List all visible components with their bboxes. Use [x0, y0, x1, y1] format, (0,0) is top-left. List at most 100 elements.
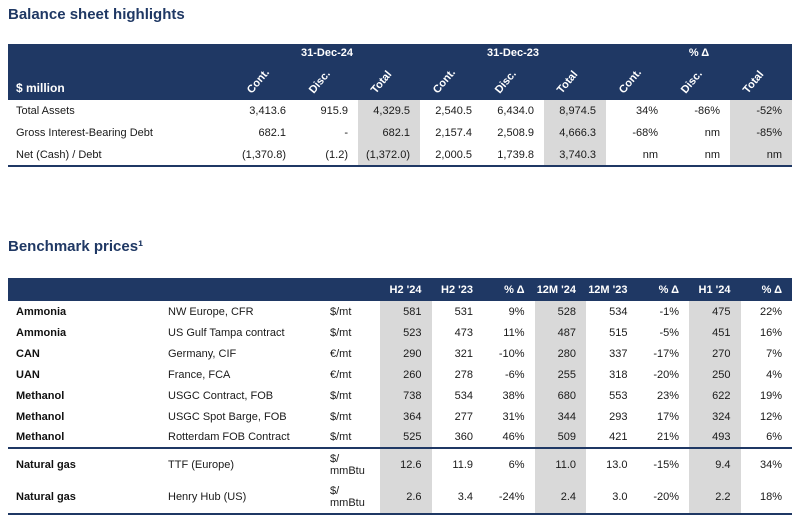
- bp-cell: -5%: [659, 326, 679, 339]
- bp-cell: 270: [689, 343, 741, 364]
- bp-cell: 525: [380, 427, 432, 448]
- bs-subheader-label: Cont.: [244, 66, 273, 96]
- bp-cell: 475: [689, 301, 741, 322]
- bp-header-cell: H1 '24: [689, 278, 741, 301]
- bp-cell: 622: [689, 385, 741, 406]
- bs-subheader-label: Total: [368, 68, 395, 96]
- bp-cell: 38%: [502, 389, 525, 402]
- bs-subheader-label: Cont.: [616, 66, 645, 96]
- bs-subheader-label: Disc.: [492, 68, 519, 96]
- bs-subheader-label: Disc.: [306, 68, 333, 96]
- bp-cell: 534: [454, 389, 473, 402]
- bp-market: USGC Contract, FOB: [168, 389, 274, 402]
- bp-cell: 13.0: [586, 447, 638, 481]
- bp-header-cell: 12M '24: [534, 278, 586, 301]
- bs-subheader-cell: Total: [544, 62, 606, 100]
- bp-cell: 318: [609, 368, 628, 381]
- bs-subheader-cell: Total: [358, 62, 420, 100]
- bs-cell: 2,508.9: [497, 127, 534, 139]
- bp-cell: 2.2: [689, 481, 741, 515]
- bs-subheader-label: Total: [554, 68, 581, 96]
- bp-row: Ammonia US Gulf Tampa contract $/mt 523 …: [8, 322, 792, 343]
- bp-cell: 9.4: [689, 447, 741, 481]
- bs-cell: 3,413.6: [249, 105, 286, 117]
- bp-unit: $/mt: [330, 431, 352, 443]
- bp-cell: 3.0: [586, 481, 638, 515]
- bp-unit: $/ mmBtu: [330, 481, 380, 515]
- bp-cell: 6%: [483, 447, 535, 481]
- bs-cell: (1.2): [296, 144, 358, 167]
- bp-cell: 21%: [656, 431, 679, 443]
- bp-cell: 321: [454, 347, 473, 360]
- bs-cell: 915.9: [320, 105, 348, 117]
- bs-cell: 682.1: [258, 127, 286, 139]
- bp-cell: 509: [534, 427, 586, 448]
- bp-row: Methanol USGC Contract, FOB $/mt 738 534…: [8, 385, 792, 406]
- bp-cell: 9%: [508, 305, 525, 318]
- bs-cell: -: [344, 127, 348, 139]
- bs-subheader-cell: Disc.: [482, 62, 544, 100]
- bp-header-cell: % Δ: [483, 278, 535, 301]
- bs-cell: 4,666.3: [544, 122, 606, 144]
- bp-header-cell: 12M '23: [586, 278, 638, 301]
- bp-cell: 16%: [759, 326, 782, 339]
- bp-market: US Gulf Tampa contract: [168, 326, 285, 339]
- bp-cell: 4%: [766, 368, 782, 381]
- bp-product: Methanol: [16, 410, 65, 423]
- bs-cell: (1,372.0): [358, 144, 420, 167]
- balance-sheet-table: 31-Dec-24 31-Dec-23 % Δ $ million Cont. …: [8, 44, 792, 167]
- bp-cell: 34%: [740, 447, 792, 481]
- bs-cell: 34%: [635, 105, 658, 117]
- bs-group-31-dec-24: 31-Dec-24: [234, 44, 420, 62]
- bp-cell: 260: [380, 364, 432, 385]
- bp-cell: 11.0: [534, 447, 586, 481]
- bp-cell: -24%: [483, 481, 535, 515]
- bp-header-market: [168, 278, 330, 301]
- bp-cell: 473: [454, 326, 473, 339]
- bp-cell: 19%: [759, 389, 782, 402]
- bs-cell: 1,739.8: [482, 144, 544, 167]
- bp-cell: 344: [534, 406, 586, 427]
- bp-market: USGC Spot Barge, FOB: [168, 410, 287, 423]
- bp-unit: $/mt: [330, 305, 352, 318]
- bp-unit: $/mt: [330, 326, 352, 339]
- bp-row: Natural gas TTF (Europe) $/ mmBtu 12.6 1…: [8, 447, 792, 481]
- bs-cell: -52%: [730, 100, 792, 122]
- bs-cell: nm: [668, 144, 730, 167]
- bp-product: Methanol: [16, 389, 65, 402]
- bs-subheader-label: Total: [740, 68, 767, 96]
- bp-header-product: [8, 278, 168, 301]
- bp-row: Natural gas Henry Hub (US) $/ mmBtu 2.6 …: [8, 481, 792, 515]
- bp-header-unit: [330, 278, 380, 301]
- bp-market: Germany, CIF: [168, 347, 237, 360]
- bs-cell: 2,540.5: [435, 105, 472, 117]
- bs-row-gross-debt: Gross Interest-Bearing Debt 682.1 - 682.…: [8, 122, 792, 144]
- bs-cell: 8,974.5: [544, 100, 606, 122]
- bs-subheader-cell: Total: [730, 62, 792, 100]
- bp-row: Methanol USGC Spot Barge, FOB $/mt 364 2…: [8, 406, 792, 427]
- bp-cell: 290: [380, 343, 432, 364]
- bp-cell: -20%: [637, 481, 689, 515]
- bp-product: Natural gas: [8, 447, 168, 481]
- bp-cell: 553: [609, 389, 628, 402]
- bp-product: Ammonia: [16, 305, 67, 318]
- bp-cell: 280: [534, 343, 586, 364]
- bp-cell: 255: [534, 364, 586, 385]
- bp-header-cell: H2 '24: [380, 278, 432, 301]
- bs-subheader-cell: Disc.: [668, 62, 730, 100]
- bp-cell: 17%: [656, 410, 679, 423]
- bp-cell: 738: [380, 385, 432, 406]
- bp-cell: -17%: [653, 347, 679, 360]
- bp-cell: -1%: [659, 305, 679, 318]
- bp-product: Natural gas: [8, 481, 168, 515]
- bs-cell: 2,000.5: [420, 144, 482, 167]
- bp-row: Methanol Rotterdam FOB Contract $/mt 525…: [8, 427, 792, 448]
- bs-group-31-dec-23: 31-Dec-23: [420, 44, 606, 62]
- bp-market: France, FCA: [168, 368, 231, 381]
- bp-row: Ammonia NW Europe, CFR $/mt 581 531 9% 5…: [8, 301, 792, 322]
- bp-market: TTF (Europe): [168, 447, 330, 481]
- bp-cell: 493: [689, 427, 741, 448]
- bp-market: Rotterdam FOB Contract: [168, 431, 290, 443]
- bs-row-total-assets: Total Assets 3,413.6 915.9 4,329.5 2,540…: [8, 100, 792, 122]
